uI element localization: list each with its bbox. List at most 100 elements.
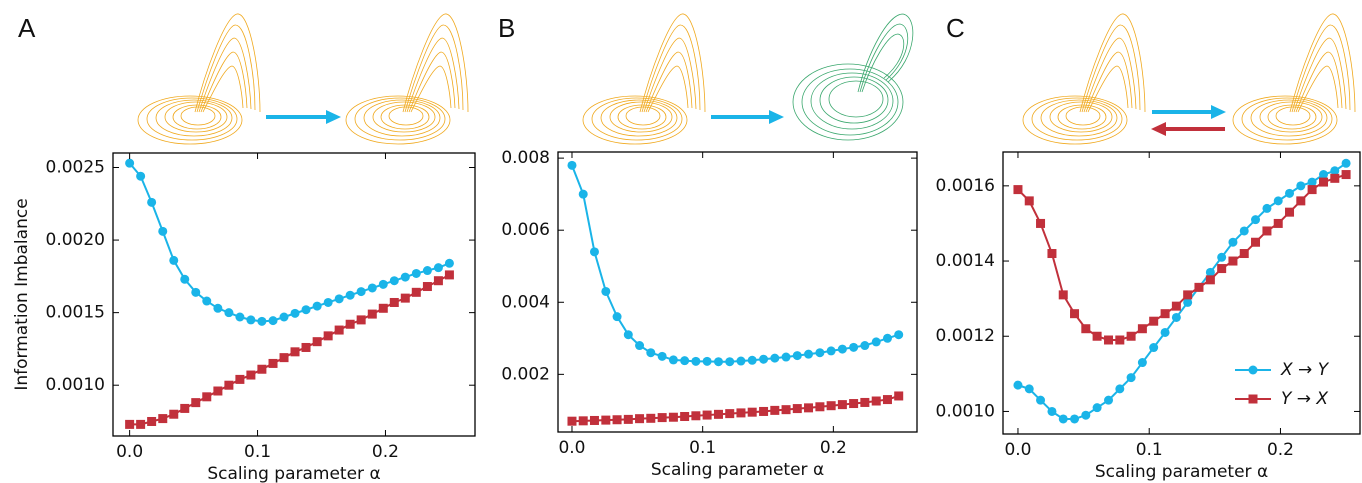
marker bbox=[235, 374, 245, 384]
marker bbox=[567, 160, 577, 170]
marker bbox=[759, 354, 769, 364]
marker bbox=[1273, 196, 1283, 206]
marker bbox=[871, 396, 881, 406]
marker bbox=[246, 315, 256, 325]
marker bbox=[1183, 297, 1193, 307]
marker bbox=[191, 398, 201, 408]
marker bbox=[213, 386, 223, 396]
marker bbox=[1092, 403, 1102, 413]
marker bbox=[601, 286, 611, 296]
marker bbox=[301, 305, 311, 315]
marker bbox=[334, 294, 344, 304]
attractor bbox=[137, 13, 261, 145]
marker bbox=[1262, 226, 1272, 236]
marker bbox=[736, 356, 746, 366]
marker bbox=[815, 402, 825, 412]
marker bbox=[158, 226, 168, 236]
x-axis-label: Scaling parameter α bbox=[1095, 462, 1268, 482]
marker bbox=[1273, 218, 1283, 228]
legend-marker bbox=[1248, 365, 1258, 375]
marker bbox=[334, 325, 344, 335]
x-tick-label: 0.1 bbox=[244, 442, 271, 462]
marker bbox=[1024, 196, 1034, 206]
y-tick-label: 0.0010 bbox=[936, 401, 995, 421]
marker bbox=[158, 414, 168, 424]
marker bbox=[1239, 249, 1249, 259]
marker bbox=[1126, 331, 1136, 341]
marker bbox=[422, 282, 432, 292]
marker bbox=[1036, 395, 1046, 405]
series-line bbox=[571, 164, 900, 363]
panel-label: B bbox=[498, 13, 515, 43]
marker bbox=[1285, 188, 1295, 198]
marker bbox=[815, 348, 825, 358]
marker bbox=[589, 247, 599, 257]
attractor bbox=[792, 13, 914, 141]
marker bbox=[411, 268, 421, 278]
marker bbox=[1115, 335, 1125, 345]
marker bbox=[367, 283, 377, 293]
marker bbox=[224, 308, 234, 318]
plot-frame bbox=[1002, 151, 1361, 435]
y-tick-label: 0.008 bbox=[501, 148, 550, 168]
x-tick-label: 0.1 bbox=[689, 438, 716, 458]
y-tick-label: 0.0015 bbox=[46, 303, 105, 323]
legend-marker bbox=[1248, 394, 1258, 404]
y-tick-label: 0.0025 bbox=[46, 158, 105, 178]
marker bbox=[169, 409, 179, 419]
marker bbox=[279, 353, 289, 363]
legend-label: X → Y bbox=[1280, 360, 1330, 380]
illustration-b bbox=[582, 13, 914, 145]
marker bbox=[202, 392, 212, 402]
x-tick-label: 0.1 bbox=[1136, 440, 1163, 460]
marker bbox=[378, 303, 388, 313]
x-axis-label: Scaling parameter α bbox=[207, 464, 380, 483]
marker bbox=[400, 272, 410, 282]
marker bbox=[747, 355, 757, 365]
y-tick-label: 0.0020 bbox=[46, 230, 105, 250]
illustration-c bbox=[1022, 13, 1356, 145]
y-tick-label: 0.0012 bbox=[936, 326, 995, 346]
marker bbox=[268, 316, 278, 326]
y-tick-label: 0.006 bbox=[501, 220, 550, 240]
panel: A 0.0 0.1 0.2 0.0010 0.0015 0.0020 0.0025 Scalin… bbox=[12, 13, 476, 483]
marker bbox=[849, 399, 859, 409]
marker bbox=[578, 416, 588, 426]
marker bbox=[1070, 309, 1080, 319]
marker bbox=[1092, 331, 1102, 341]
marker bbox=[1341, 170, 1351, 180]
attractor bbox=[345, 13, 469, 145]
marker bbox=[400, 293, 410, 303]
marker bbox=[312, 301, 322, 311]
marker bbox=[301, 342, 311, 352]
marker bbox=[1149, 316, 1159, 326]
marker bbox=[713, 357, 723, 367]
marker bbox=[125, 419, 135, 429]
marker bbox=[804, 349, 814, 359]
x-tick-label: 0.2 bbox=[1267, 440, 1294, 460]
marker bbox=[1217, 264, 1227, 274]
marker bbox=[246, 370, 256, 380]
arrow-head bbox=[1211, 105, 1226, 119]
marker bbox=[635, 341, 645, 351]
marker bbox=[312, 337, 322, 347]
marker bbox=[422, 266, 432, 276]
marker bbox=[1126, 373, 1136, 383]
attractor bbox=[1232, 13, 1356, 145]
marker bbox=[257, 364, 267, 374]
marker bbox=[1296, 196, 1306, 206]
marker bbox=[623, 330, 633, 340]
marker bbox=[1047, 249, 1057, 259]
panel-label: C bbox=[946, 13, 965, 43]
marker bbox=[1296, 181, 1306, 191]
marker bbox=[882, 395, 892, 405]
marker bbox=[323, 297, 333, 307]
marker bbox=[1341, 158, 1351, 168]
marker bbox=[1058, 290, 1068, 300]
marker bbox=[759, 406, 769, 416]
marker bbox=[1013, 185, 1023, 195]
marker bbox=[578, 189, 588, 199]
marker bbox=[378, 279, 388, 289]
marker bbox=[736, 408, 746, 418]
x-tick-label: 0.2 bbox=[820, 438, 847, 458]
